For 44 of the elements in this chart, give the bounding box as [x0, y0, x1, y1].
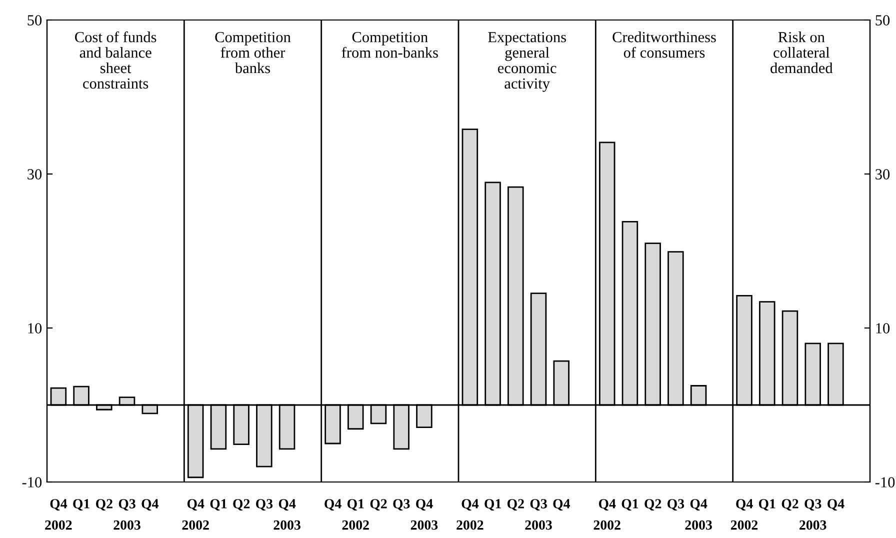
x-tick-label: Q4 2002	[594, 499, 620, 530]
y-tick-label: 50	[28, 15, 42, 26]
x-tick-label: Q2	[370, 499, 387, 511]
x-tick-label: Q4	[142, 499, 158, 511]
x-tick-label: Q4	[828, 499, 844, 511]
y-tick-label: -10	[22, 477, 42, 488]
x-tick-label: Q4 2002	[730, 499, 758, 530]
x-tick-label: Q1	[210, 499, 227, 511]
x-tick-label: Q4 2002	[45, 499, 72, 530]
x-tick-label: Q1	[73, 499, 90, 511]
x-tick-label: Q1	[758, 499, 776, 511]
x-tick-label: Q4 2002	[182, 499, 209, 530]
y2-tick-label: 50	[876, 15, 890, 26]
annotation: Expectations general economic activity	[488, 32, 566, 92]
x-tick-label: Q4 2002	[456, 499, 484, 530]
x-tick-label: Q1	[622, 499, 638, 511]
x-tick-label: Q3	[256, 499, 273, 511]
x-tick-label: Q1	[484, 499, 501, 511]
x-tick-label: Q3 2003	[114, 499, 140, 530]
annotation: Risk on collateral demanded	[770, 32, 833, 74]
x-tick-label: Q4 2003	[410, 499, 438, 530]
y-tick-label: 30	[28, 169, 42, 180]
x-tick-label: Q2	[233, 499, 250, 511]
annotation: Cost of funds and balance sheet constraints	[75, 31, 156, 89]
annotation: Competition from non-banks	[342, 32, 438, 58]
y2-tick-label: 10	[876, 323, 890, 334]
x-tick-label: Q4 2003	[685, 499, 712, 530]
x-tick-label: Q3	[393, 499, 410, 511]
x-tick-label: Q4	[553, 499, 570, 511]
x-tick-label: Q2	[507, 499, 524, 511]
x-tick-label: Q4	[324, 499, 342, 511]
x-tick-label: Q4 2003	[274, 499, 300, 530]
x-tick-label: Q3	[667, 499, 684, 511]
x-tick-label: Q2	[782, 499, 798, 511]
x-tick-label: Q2	[96, 499, 112, 511]
x-tick-label: Q1 2002	[342, 499, 369, 530]
x-tick-label: Q3 2003	[800, 499, 826, 530]
x-tick-label: Q3 2003	[525, 499, 552, 530]
y-tick-label: 10	[28, 323, 42, 334]
y2-tick-label: 30	[876, 169, 890, 180]
y2-tick-label: -10	[875, 477, 895, 488]
annotation: Competition from other banks	[215, 32, 291, 74]
x-tick-label: Q2	[644, 499, 662, 511]
annotation: Creditworthiness of consumers	[612, 32, 716, 58]
